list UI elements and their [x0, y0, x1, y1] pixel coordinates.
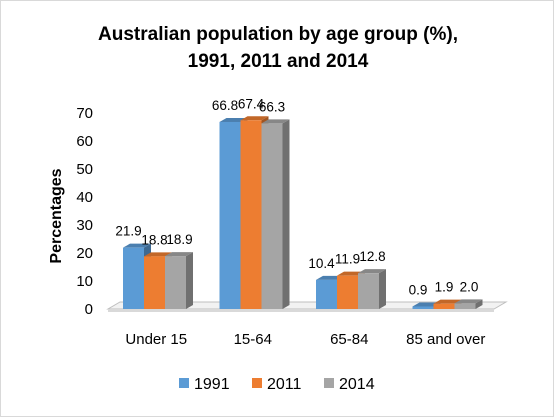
y-axis-label: Percentages [48, 168, 65, 263]
bar-front [261, 123, 283, 309]
bar-front [219, 121, 241, 310]
bar-top [123, 243, 151, 248]
bar-side [186, 252, 193, 309]
bar-front [165, 256, 186, 309]
bar-front [123, 247, 144, 309]
bar-front [412, 306, 434, 309]
data-label: 12.8 [359, 249, 385, 264]
legend-label: 1991 [194, 376, 230, 393]
bars [123, 116, 483, 310]
legend-label: 2014 [339, 376, 375, 393]
data-label: 66.8 [212, 98, 238, 113]
x-axis-categories: Under 15 15-64 65-84 85 and over [125, 331, 485, 348]
chart-title-line-1: Australian population by age group (%), [98, 24, 458, 45]
bar-top [454, 299, 483, 304]
data-label: 21.9 [115, 224, 141, 239]
y-tick-label: 40 [76, 189, 93, 206]
bar-2014-65-84 [358, 269, 386, 309]
bar-top [144, 252, 172, 257]
bar-side [379, 269, 386, 309]
bar-front [337, 275, 358, 309]
legend-swatch [324, 378, 334, 388]
bar-front [144, 256, 165, 309]
bar-2014-under-15 [165, 252, 193, 309]
data-label: 18.9 [166, 232, 192, 247]
data-label: 18.8 [141, 232, 167, 247]
y-tick-label: 70 [76, 105, 93, 122]
bar-top [165, 252, 193, 257]
bar-front [433, 303, 455, 309]
y-tick-label: 10 [76, 273, 93, 290]
bar-side [475, 299, 483, 309]
bar-top [240, 116, 269, 121]
legend-item-1991: 1991 [179, 376, 230, 393]
y-tick-label: 20 [76, 245, 93, 262]
data-label: 2.0 [460, 279, 479, 294]
legend-item-2014: 2014 [324, 376, 375, 393]
legend-swatch [252, 378, 262, 388]
bar-front [240, 120, 262, 309]
data-label: 0.9 [409, 282, 428, 297]
data-label: 11.9 [335, 252, 360, 267]
floor-edge [108, 309, 494, 312]
y-axis-ticks: 0 10 20 30 40 50 60 70 [76, 105, 93, 318]
bar-2014-85-and-over [454, 299, 483, 309]
y-tick-label: 30 [76, 217, 93, 234]
y-tick-label: 0 [85, 301, 93, 318]
y-tick-label: 50 [76, 161, 93, 178]
x-category-label: Under 15 [125, 331, 187, 348]
x-category-label: 85 and over [406, 331, 485, 348]
data-label: 66.3 [259, 99, 285, 114]
bar-top [261, 119, 290, 124]
bar-front [454, 303, 476, 309]
data-labels: 21.918.818.9 66.8 67.466.3 10.4 11.9 12.8 0.9 1… [115, 96, 478, 297]
x-category-label: 65-84 [330, 331, 368, 348]
legend-swatch [179, 378, 189, 388]
bar-top [358, 269, 386, 274]
bar-front [316, 279, 337, 309]
bar-2014-15-64 [261, 119, 290, 309]
chart-title-line-2: 1991, 2011 and 2014 [188, 51, 369, 72]
legend: 1991 2011 2014 [179, 376, 375, 393]
data-label: 67.4 [238, 96, 265, 111]
y-tick-label: 60 [76, 133, 93, 150]
data-label: 10.4 [308, 256, 335, 271]
legend-item-2011: 2011 [252, 376, 302, 393]
data-label: 1.9 [435, 280, 454, 295]
bar-side [282, 119, 290, 309]
bar-top [433, 299, 462, 304]
x-category-label: 15-64 [234, 331, 272, 348]
bar-front [358, 273, 379, 309]
chart-floor [106, 301, 508, 312]
legend-label: 2011 [267, 376, 302, 393]
